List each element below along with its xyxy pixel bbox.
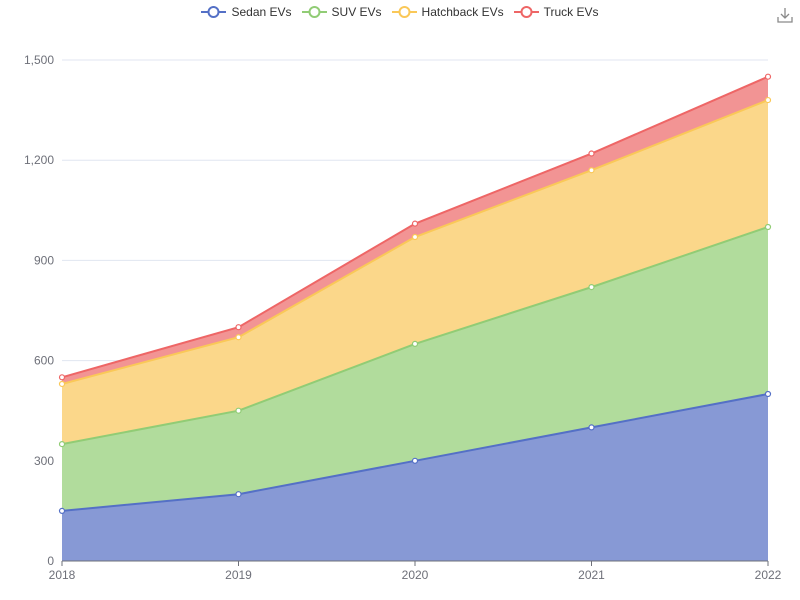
y-tick-label: 1,200 [24, 153, 54, 167]
legend-item-sedan-evs[interactable]: Sedan EVs [201, 5, 292, 19]
point-hatchback-evs [235, 334, 242, 341]
legend-marker-icon [391, 6, 417, 18]
point-sedan-evs [411, 457, 419, 464]
point-hatchback-evs [588, 167, 595, 174]
legend-marker-icon [201, 6, 227, 18]
point-hatchback-evs [58, 380, 66, 388]
point-truck-evs [411, 220, 419, 227]
legend-item-truck-evs[interactable]: Truck EVs [513, 5, 599, 19]
point-suv-evs [764, 223, 772, 231]
point-truck-evs [764, 73, 772, 80]
point-sedan-evs [764, 390, 772, 398]
areas-group [62, 76, 768, 561]
point-suv-evs [588, 284, 595, 291]
legend-label: Truck EVs [543, 5, 599, 19]
point-sedan-evs [588, 424, 595, 431]
download-icon[interactable] [776, 6, 794, 24]
legend-item-suv-evs[interactable]: SUV EVs [301, 5, 382, 19]
y-tick-label: 600 [34, 354, 54, 368]
points-group [58, 73, 772, 514]
legend-marker-icon [513, 6, 539, 18]
legend-marker-icon [301, 6, 327, 18]
area-sedan-evs [62, 394, 768, 561]
legend-label: Hatchback EVs [421, 5, 504, 19]
x-tick-label: 2019 [225, 568, 252, 582]
point-hatchback-evs [764, 96, 772, 104]
y-tick-label: 1,500 [24, 53, 54, 67]
point-suv-evs [411, 340, 419, 347]
legend-label: Sedan EVs [231, 5, 292, 19]
point-suv-evs [235, 407, 242, 414]
y-tick-label: 900 [34, 253, 54, 267]
x-tick-label: 2020 [402, 568, 429, 582]
legend-label: SUV EVs [331, 5, 382, 19]
point-truck-evs [58, 374, 66, 381]
point-sedan-evs [235, 491, 242, 498]
point-truck-evs [235, 324, 242, 331]
point-sedan-evs [58, 507, 66, 514]
y-tick-label: 300 [34, 454, 54, 468]
legend-item-hatchback-evs[interactable]: Hatchback EVs [391, 5, 504, 19]
x-tick-label: 2022 [755, 568, 782, 582]
area-hatchback-evs [62, 100, 768, 445]
point-hatchback-evs [411, 233, 419, 241]
y-tick-label: 0 [47, 554, 54, 568]
x-tick-label: 2021 [578, 568, 605, 582]
chart-legend: Sedan EVs SUV EVs Hatchback EVs Truck EVs [0, 3, 800, 21]
point-truck-evs [588, 150, 595, 157]
x-tick-label: 2018 [49, 568, 76, 582]
area-suv-evs [62, 227, 768, 511]
point-suv-evs [58, 441, 66, 448]
